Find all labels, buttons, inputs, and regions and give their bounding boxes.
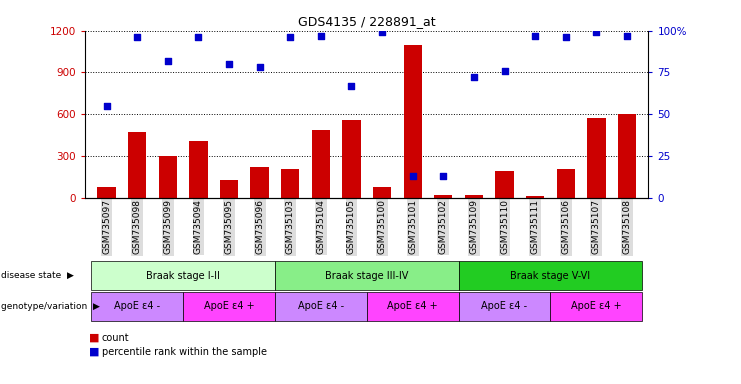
Text: Braak stage I-II: Braak stage I-II: [146, 270, 220, 281]
Point: [131, 34, 143, 40]
Bar: [495, 171, 514, 198]
Point: [315, 33, 327, 39]
Point: [285, 34, 296, 40]
Title: GDS4135 / 228891_at: GDS4135 / 228891_at: [298, 15, 436, 28]
Bar: [434, 195, 453, 198]
Text: ApoE ε4 +: ApoE ε4 +: [388, 301, 438, 311]
Point: [529, 33, 541, 39]
Bar: [587, 118, 605, 198]
Bar: [128, 132, 147, 198]
Point: [559, 34, 571, 40]
Point: [162, 58, 174, 64]
Point: [253, 65, 265, 71]
Bar: [618, 114, 636, 198]
Point: [193, 34, 205, 40]
Text: Braak stage V-VI: Braak stage V-VI: [511, 270, 591, 281]
Point: [101, 103, 113, 109]
Text: ApoE ε4 +: ApoE ε4 +: [571, 301, 622, 311]
Bar: [526, 196, 545, 198]
Text: Braak stage III-IV: Braak stage III-IV: [325, 270, 408, 281]
Text: ApoE ε4 -: ApoE ε4 -: [482, 301, 528, 311]
Bar: [373, 187, 391, 198]
Bar: [465, 195, 483, 198]
Bar: [342, 120, 361, 198]
Point: [499, 68, 511, 74]
Bar: [220, 180, 239, 198]
Text: percentile rank within the sample: percentile rank within the sample: [102, 347, 267, 357]
Point: [376, 29, 388, 35]
Bar: [312, 129, 330, 198]
Text: disease state  ▶: disease state ▶: [1, 271, 74, 280]
Point: [437, 173, 449, 179]
Text: ApoE ε4 -: ApoE ε4 -: [114, 301, 160, 311]
Point: [591, 29, 602, 35]
Bar: [159, 156, 177, 198]
Text: genotype/variation  ▶: genotype/variation ▶: [1, 302, 100, 311]
Bar: [250, 167, 269, 198]
Bar: [556, 169, 575, 198]
Point: [223, 61, 235, 67]
Bar: [98, 187, 116, 198]
Point: [345, 83, 357, 89]
Point: [621, 33, 633, 39]
Bar: [189, 141, 207, 198]
Point: [468, 74, 480, 81]
Point: [407, 173, 419, 179]
Text: ApoE ε4 +: ApoE ε4 +: [204, 301, 254, 311]
Bar: [404, 45, 422, 198]
Text: count: count: [102, 333, 129, 343]
Text: ■: ■: [89, 347, 99, 357]
Text: ■: ■: [89, 333, 99, 343]
Bar: [281, 169, 299, 198]
Text: ApoE ε4 -: ApoE ε4 -: [298, 301, 344, 311]
